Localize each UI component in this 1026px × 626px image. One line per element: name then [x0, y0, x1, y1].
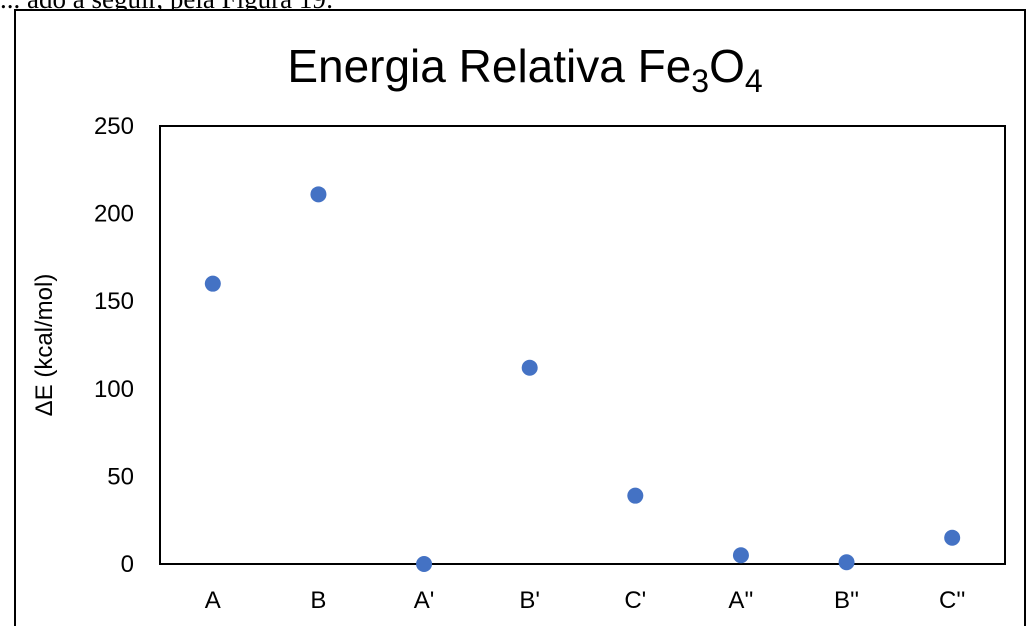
x-tick-label: A'' [728, 587, 753, 614]
x-tick-label: A' [414, 587, 435, 614]
x-tick-label: A [205, 587, 221, 614]
plot-area [159, 125, 1006, 565]
chart-container [14, 9, 1026, 626]
data-point [521, 359, 538, 376]
y-tick-label: 200 [94, 201, 134, 228]
data-point [627, 487, 644, 504]
y-tick-label: 250 [94, 113, 134, 140]
x-tick-label: B'' [834, 587, 859, 614]
y-tick-label: 100 [94, 376, 134, 403]
y-tick-label: 150 [94, 288, 134, 315]
x-tick-label: B' [519, 587, 540, 614]
x-tick-labels: A B A' B' C' A'' B'' C'' [205, 587, 966, 614]
data-points [204, 186, 961, 572]
data-point [838, 554, 855, 571]
y-axis-label: ΔE (kcal/mol) [31, 274, 58, 417]
y-tick-labels: 0 50 100 150 200 250 [94, 113, 134, 578]
data-point [416, 556, 433, 572]
chart-title-subscript-2: 4 [745, 63, 763, 99]
x-tick-label: B [310, 587, 326, 614]
x-tick-label: C' [624, 587, 646, 614]
data-point [204, 275, 221, 292]
chart-title-middle: O [709, 40, 745, 92]
data-point [310, 186, 327, 203]
data-point [944, 529, 961, 546]
y-tick-label: 0 [121, 551, 134, 578]
chart-title: Energia Relativa Fe3O4 [287, 40, 762, 99]
x-tick-label: C'' [939, 587, 966, 614]
chart-title-main: Energia Relativa Fe [287, 40, 691, 92]
data-point [732, 547, 749, 564]
chart-title-subscript-1: 3 [691, 63, 709, 99]
y-tick-label: 50 [107, 463, 134, 490]
